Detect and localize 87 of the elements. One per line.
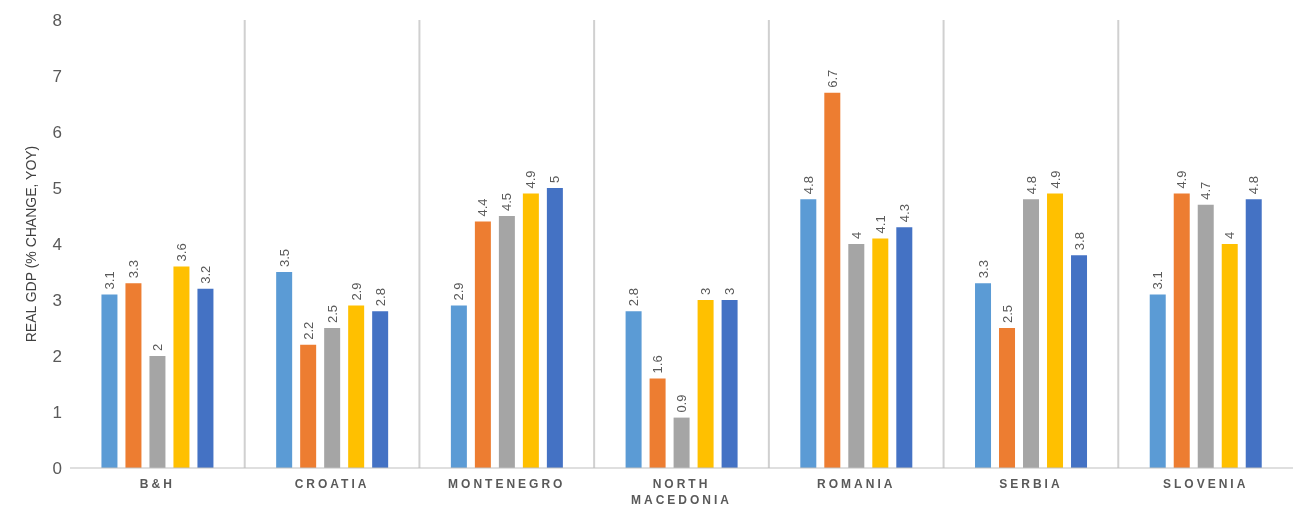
bar bbox=[999, 328, 1016, 468]
data-label: 3.8 bbox=[1071, 232, 1087, 251]
bar bbox=[824, 92, 841, 468]
bar bbox=[149, 356, 166, 468]
data-label: 4.9 bbox=[523, 170, 539, 189]
data-label: 3 bbox=[722, 287, 738, 295]
data-label: 2.8 bbox=[372, 288, 388, 307]
bar bbox=[474, 221, 491, 468]
data-label: 5 bbox=[547, 175, 563, 183]
bar bbox=[625, 311, 642, 468]
data-label: 3.1 bbox=[1150, 271, 1166, 290]
bar bbox=[1173, 193, 1190, 468]
bar bbox=[896, 227, 913, 468]
bar bbox=[173, 266, 190, 468]
data-label: 4.9 bbox=[1047, 170, 1063, 189]
y-axis-title: REAL GDP (% CHANGE, YOY) bbox=[22, 145, 39, 343]
bar bbox=[721, 300, 738, 468]
bar bbox=[1023, 199, 1040, 468]
bar bbox=[522, 193, 539, 468]
data-label: 6.7 bbox=[824, 69, 840, 88]
y-tick-label: 0 bbox=[52, 459, 62, 479]
bar bbox=[649, 378, 666, 468]
data-label: 2.2 bbox=[300, 321, 316, 340]
data-label: 3 bbox=[698, 287, 714, 295]
data-label: 4.8 bbox=[800, 176, 816, 195]
data-label: 1.6 bbox=[650, 355, 666, 374]
data-label: 2.5 bbox=[999, 304, 1015, 323]
y-tick-label: 5 bbox=[52, 179, 62, 199]
data-label: 2.9 bbox=[451, 282, 467, 301]
data-label: 0.9 bbox=[674, 394, 690, 413]
x-tick-label: SERBIA bbox=[999, 477, 1063, 491]
bar bbox=[697, 300, 714, 468]
y-tick-label: 3 bbox=[52, 291, 62, 311]
bar bbox=[848, 244, 865, 468]
data-label: 2.5 bbox=[324, 304, 340, 323]
data-label: 4.3 bbox=[896, 204, 912, 223]
data-label: 2.8 bbox=[626, 288, 642, 307]
y-tick-label: 6 bbox=[52, 123, 62, 143]
data-label: 2.9 bbox=[348, 282, 364, 301]
bar bbox=[673, 417, 690, 468]
y-tick-label: 7 bbox=[52, 67, 62, 87]
data-label: 4.4 bbox=[475, 198, 491, 217]
x-tick-label: MONTENEGRO bbox=[448, 477, 566, 491]
data-label: 3.3 bbox=[975, 260, 991, 279]
bar bbox=[1149, 294, 1166, 468]
x-tick-label: SLOVENIA bbox=[1162, 477, 1249, 491]
x-tick-label: ROMANIA bbox=[817, 477, 896, 491]
bar bbox=[1221, 244, 1238, 468]
bar bbox=[276, 272, 293, 468]
x-tick-label: NORTH MACEDONIA bbox=[631, 477, 732, 507]
y-tick-label: 1 bbox=[52, 403, 62, 423]
data-label: 3.2 bbox=[197, 265, 213, 284]
bar bbox=[450, 305, 467, 468]
data-label: 3.1 bbox=[101, 271, 117, 290]
data-label: 4.5 bbox=[499, 192, 515, 211]
x-tick-label: B&H bbox=[139, 477, 175, 491]
bar bbox=[1047, 193, 1064, 468]
bar bbox=[800, 199, 817, 468]
x-tick-label: CROATIA bbox=[294, 477, 370, 491]
bar bbox=[197, 288, 214, 468]
data-label: 3.5 bbox=[276, 248, 292, 267]
data-label: 2 bbox=[149, 343, 165, 351]
y-tick-label: 2 bbox=[52, 347, 62, 367]
bar bbox=[498, 216, 515, 468]
data-label: 4.8 bbox=[1246, 176, 1262, 195]
data-label: 4.9 bbox=[1174, 170, 1190, 189]
bar bbox=[348, 305, 365, 468]
bar bbox=[101, 294, 118, 468]
bar bbox=[125, 283, 142, 468]
data-label: 4.8 bbox=[1023, 176, 1039, 195]
bar bbox=[975, 283, 992, 468]
data-label: 4 bbox=[1222, 231, 1238, 239]
bar bbox=[1197, 204, 1214, 468]
bar bbox=[546, 188, 563, 468]
bar bbox=[324, 328, 341, 468]
data-label: 4.7 bbox=[1198, 181, 1214, 200]
data-label: 4.1 bbox=[872, 215, 888, 234]
bar bbox=[1245, 199, 1262, 468]
y-tick-label: 4 bbox=[52, 235, 62, 255]
bar bbox=[372, 311, 389, 468]
data-label: 3.6 bbox=[173, 243, 189, 262]
y-tick-label: 8 bbox=[52, 11, 62, 31]
data-label: 3.3 bbox=[125, 260, 141, 279]
bar bbox=[1071, 255, 1088, 468]
data-label: 4 bbox=[848, 231, 864, 239]
bar bbox=[872, 238, 889, 468]
bar bbox=[300, 344, 317, 468]
